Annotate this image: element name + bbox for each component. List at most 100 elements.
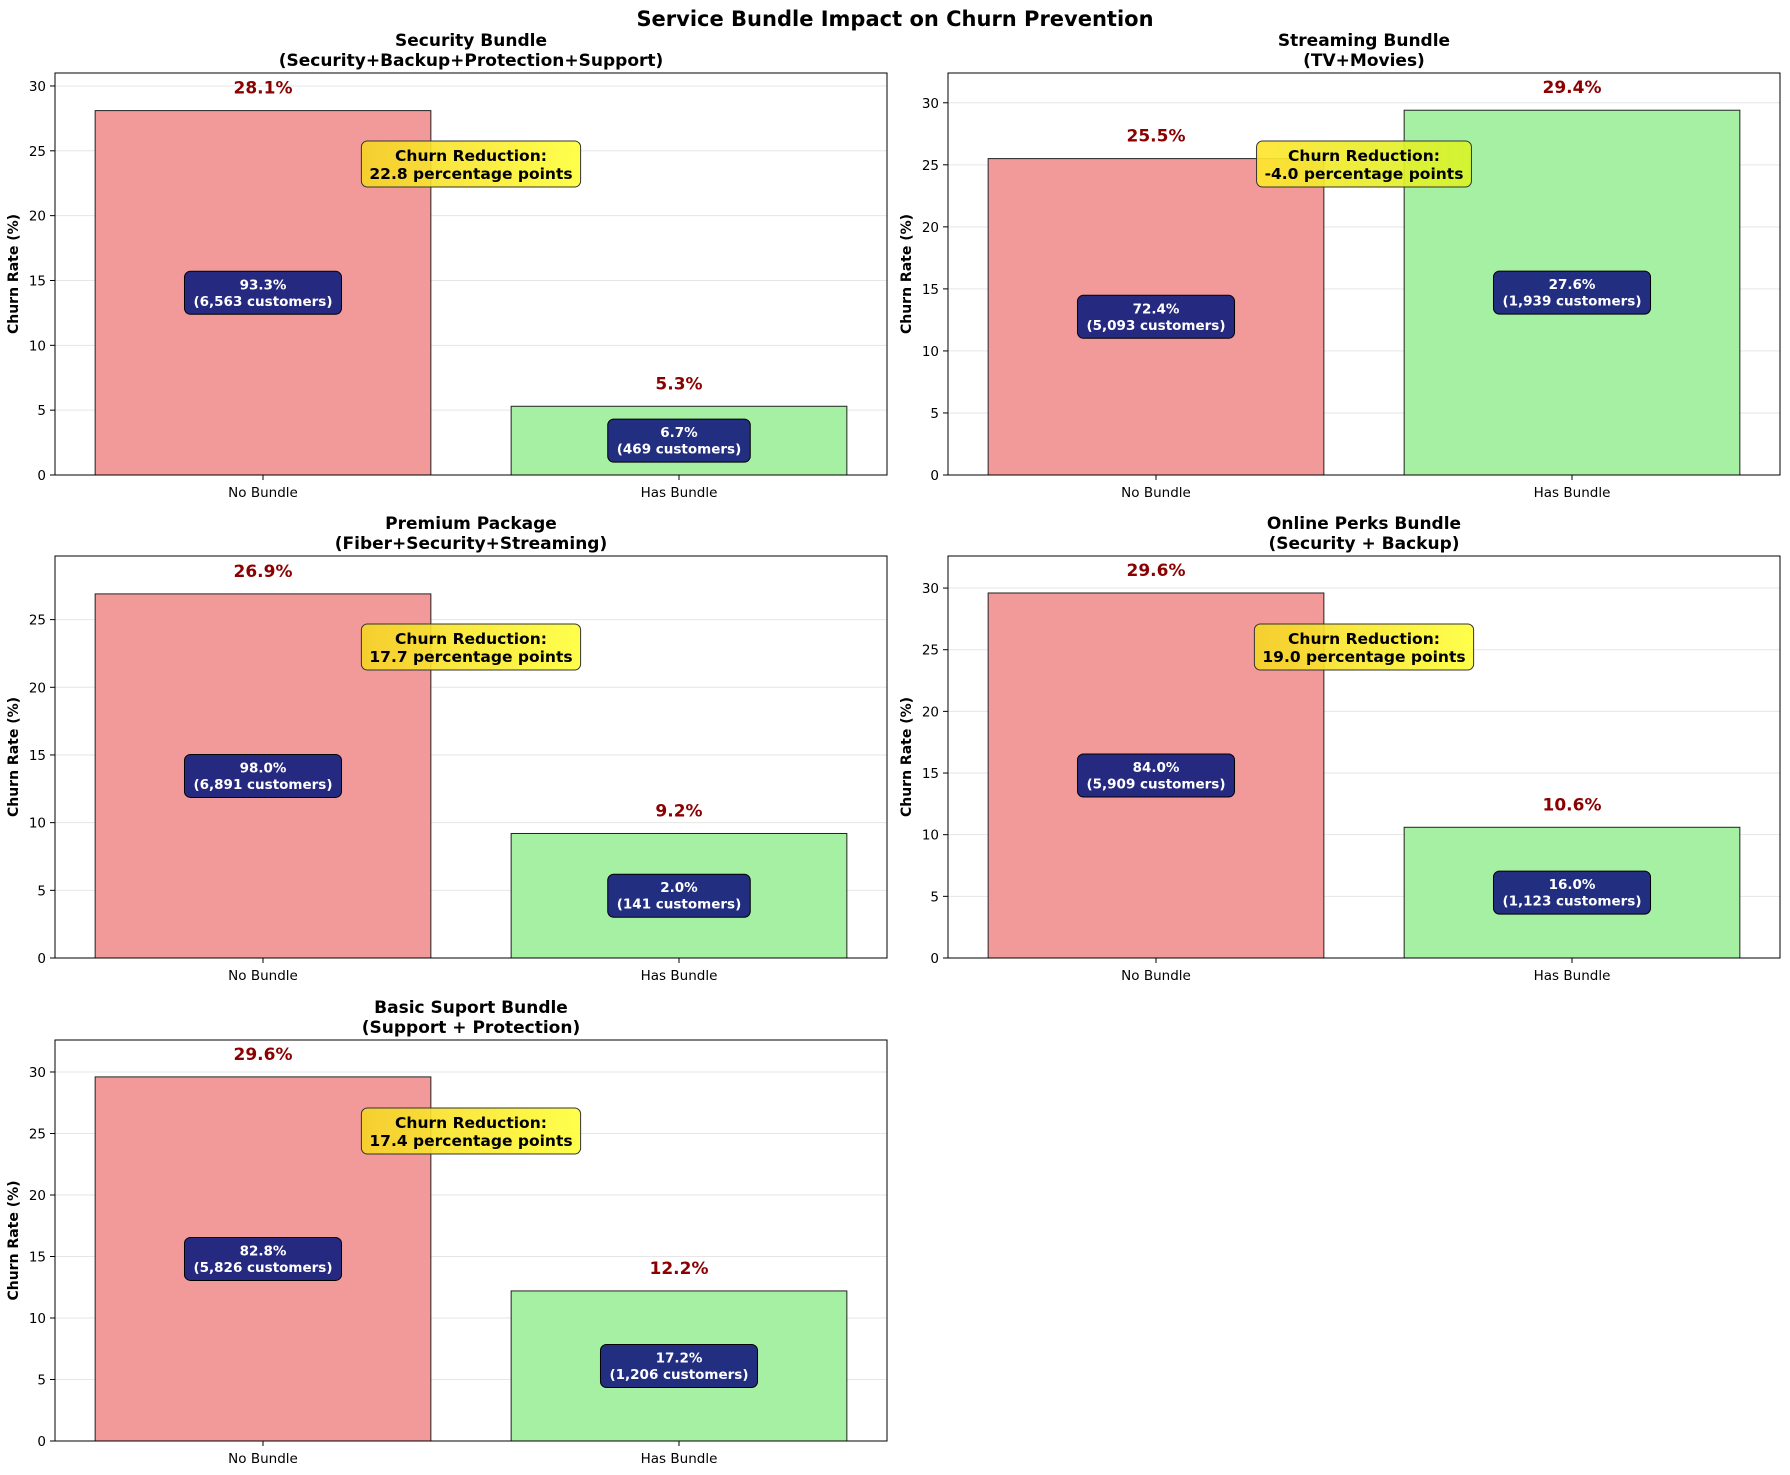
count-label-box	[607, 418, 751, 463]
count-label-line-0: 2.0%	[660, 880, 698, 896]
churn-reduction-annotation-line-0: Churn Reduction:	[395, 1114, 547, 1132]
x-tick-label: No Bundle	[1121, 485, 1191, 501]
chart-title: Online Perks Bundle	[1267, 514, 1461, 534]
count-label-box	[599, 1343, 759, 1388]
count-label-line-0: 93.3%	[240, 277, 287, 293]
y-axis-label: Churn Rate (%)	[6, 697, 22, 817]
count-label-box	[1076, 753, 1236, 798]
y-tick-label: 20	[29, 209, 46, 225]
y-tick-label: 10	[922, 344, 939, 360]
count-label-line-1: (5,093 customers)	[1086, 318, 1225, 334]
axes-frame	[947, 72, 1781, 476]
count-label-line-1: (5,909 customers)	[1086, 776, 1225, 792]
x-tick-label: Has Bundle	[1534, 968, 1611, 984]
chart-title: Basic Suport Bundle	[374, 998, 568, 1018]
chart-title: Security Bundle	[395, 31, 547, 51]
y-tick-label: 5	[930, 889, 939, 905]
churn-reduction-annotation-line-0: Churn Reduction:	[1288, 630, 1440, 648]
y-tick-label: 0	[37, 1434, 46, 1450]
churn-reduction-annotation-box	[1256, 140, 1472, 188]
y-tick-label: 5	[37, 403, 46, 419]
y-tick-label: 15	[29, 748, 46, 764]
count-label-box	[183, 753, 343, 798]
count-label-line-1: (1,123 customers)	[1502, 894, 1641, 910]
y-tick-label: 25	[922, 643, 939, 659]
churn-reduction-annotation-line-1: 17.4 percentage points	[369, 1132, 572, 1150]
chart-subtitle: (Fiber+Security+Streaming)	[335, 534, 608, 554]
y-tick-label: 30	[922, 581, 939, 597]
x-tick-label: Has Bundle	[641, 968, 718, 984]
y-axis-label: Churn Rate (%)	[899, 214, 915, 334]
churn-reduction-annotation-line-1: 19.0 percentage points	[1262, 648, 1465, 666]
y-tick-label: 25	[29, 1126, 46, 1142]
value-label: 29.6%	[1127, 561, 1186, 581]
count-label-line-1: (141 customers)	[617, 897, 742, 913]
count-label-line-1: (5,826 customers)	[193, 1260, 332, 1276]
y-tick-label: 15	[922, 282, 939, 298]
churn-reduction-annotation-box	[360, 1107, 582, 1155]
y-tick-label: 15	[29, 1249, 46, 1265]
churn-reduction-annotation-box	[1253, 623, 1475, 671]
count-label-line-0: 17.2%	[656, 1350, 703, 1366]
y-tick-label: 0	[37, 468, 46, 484]
y-tick-label: 20	[29, 680, 46, 696]
count-label-line-0: 16.0%	[1549, 877, 1596, 893]
y-tick-label: 20	[29, 1188, 46, 1204]
value-label: 26.9%	[234, 562, 293, 582]
x-tick-label: Has Bundle	[1534, 485, 1611, 501]
y-tick-label: 25	[29, 144, 46, 160]
axes-frame	[54, 72, 888, 476]
x-tick-label: Has Bundle	[641, 485, 718, 501]
y-tick-label: 10	[29, 816, 46, 832]
bundle-chart-4: Online Perks Bundle(Security + Backup) 0 5…	[899, 514, 1781, 984]
bundle-chart-3: Premium Package(Fiber+Security+Streaming…	[6, 514, 888, 984]
y-tick-label: 20	[922, 704, 939, 720]
axes-frame	[54, 555, 888, 959]
count-label-box	[1492, 270, 1652, 315]
y-tick-label: 15	[29, 273, 46, 289]
y-tick-label: 10	[29, 1311, 46, 1327]
count-label-box	[183, 270, 343, 315]
count-label-line-1: (6,563 customers)	[193, 294, 332, 310]
value-label: 5.3%	[655, 374, 702, 394]
count-label-line-1: (469 customers)	[617, 442, 742, 458]
count-label-line-1: (1,206 customers)	[609, 1367, 748, 1383]
chart-subtitle: (Support + Protection)	[362, 1018, 581, 1038]
y-axis-label: Churn Rate (%)	[899, 697, 915, 817]
churn-reduction-annotation-line-1: 22.8 percentage points	[369, 165, 572, 183]
x-tick-label: No Bundle	[1121, 968, 1191, 984]
y-tick-label: 0	[37, 951, 46, 967]
count-label-line-0: 84.0%	[1133, 760, 1180, 776]
y-tick-label: 25	[29, 613, 46, 629]
bundle-chart-1: Security Bundle(Security+Backup+Protecti…	[6, 31, 888, 501]
value-label: 28.1%	[234, 79, 293, 99]
x-tick-label: No Bundle	[228, 1451, 298, 1467]
chart-subtitle: (Security+Backup+Protection+Support)	[279, 51, 664, 71]
x-tick-label: Has Bundle	[641, 1451, 718, 1467]
count-label-box	[607, 873, 751, 918]
churn-reduction-annotation-box	[360, 623, 582, 671]
bundle-chart-5: Basic Suport Bundle(Support + Protection…	[6, 998, 888, 1467]
count-label-box	[1076, 294, 1236, 339]
axes-frame	[54, 1039, 888, 1442]
y-tick-label: 10	[29, 338, 46, 354]
y-tick-label: 30	[29, 1065, 46, 1081]
y-axis-label: Churn Rate (%)	[6, 214, 22, 334]
churn-reduction-annotation-line-0: Churn Reduction:	[395, 630, 547, 648]
y-tick-label: 30	[29, 79, 46, 95]
churn-reduction-annotation-line-1: -4.0 percentage points	[1265, 165, 1464, 183]
y-tick-label: 10	[922, 828, 939, 844]
count-label-line-0: 27.6%	[1549, 277, 1596, 293]
bundle-chart-2: Streaming Bundle(TV+Movies) 0 5 10 15 20 25 30 C…	[899, 31, 1781, 501]
chart-subtitle: (Security + Backup)	[1268, 534, 1459, 554]
count-label-box	[183, 1236, 343, 1281]
count-label-line-0: 72.4%	[1133, 301, 1180, 317]
count-label-line-1: (6,891 customers)	[193, 777, 332, 793]
x-tick-label: No Bundle	[228, 485, 298, 501]
chart-title: Premium Package	[385, 514, 557, 534]
churn-reduction-annotation-line-0: Churn Reduction:	[395, 147, 547, 165]
churn-reduction-annotation-line-0: Churn Reduction:	[1288, 147, 1440, 165]
count-label-line-0: 82.8%	[240, 1243, 287, 1259]
y-tick-label: 15	[922, 766, 939, 782]
